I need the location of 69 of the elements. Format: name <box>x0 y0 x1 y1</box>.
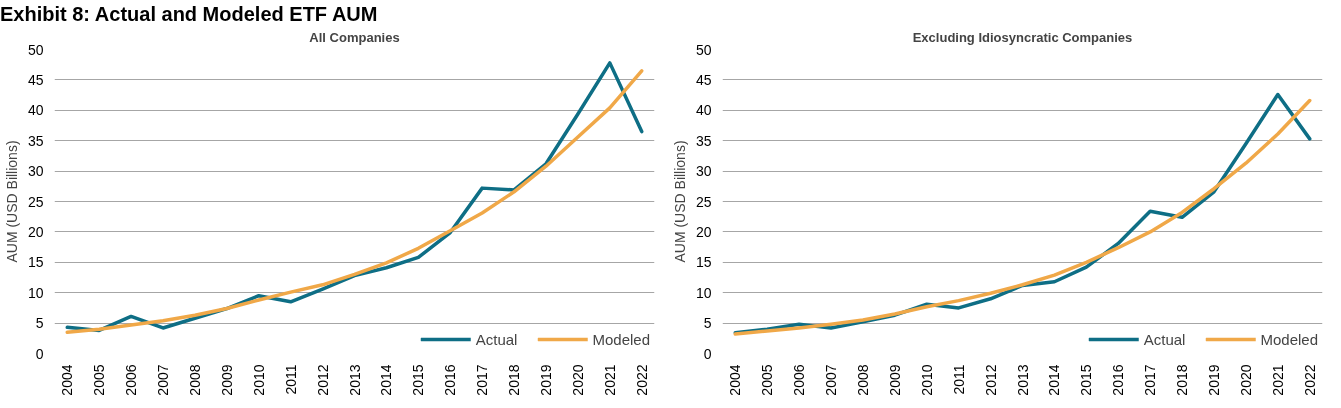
y-tick-label: 10 <box>695 284 712 301</box>
legend-label: Modeled <box>592 330 650 348</box>
x-tick-label: 2016 <box>442 364 459 396</box>
y-tick-label: 30 <box>695 163 712 180</box>
y-tick-label: 50 <box>27 41 44 58</box>
x-tick-label: 2010 <box>918 364 935 396</box>
legend-label: Modeled <box>1260 330 1318 348</box>
y-tick-label: 50 <box>695 41 712 58</box>
y-tick-label: 45 <box>695 71 712 88</box>
y-tick-label: 20 <box>27 223 44 240</box>
legend-label: Actual <box>475 330 518 348</box>
x-tick-label: 2018 <box>1174 364 1191 396</box>
x-tick-label: 2005 <box>91 364 108 396</box>
y-tick-label: 35 <box>695 132 712 149</box>
x-tick-label: 2008 <box>186 364 203 396</box>
x-tick-label: 2007 <box>823 364 840 396</box>
x-tick-label: 2013 <box>346 364 363 396</box>
y-tick-label: 0 <box>35 345 44 362</box>
chart-title: Excluding Idiosyncratic Companies <box>912 29 1133 45</box>
y-tick-label: 35 <box>27 132 44 149</box>
x-tick-label: 2010 <box>250 364 267 396</box>
x-tick-label: 2021 <box>1269 364 1286 396</box>
x-tick-label: 2009 <box>886 364 903 396</box>
y-tick-label: 45 <box>27 71 44 88</box>
y-tick-label: 15 <box>27 254 44 271</box>
x-tick-label: 2015 <box>1078 364 1095 396</box>
y-tick-label: 25 <box>27 193 44 210</box>
y-axis-title: AUM (USD Billions) <box>671 140 688 263</box>
x-tick-label: 2006 <box>791 364 808 396</box>
y-tick-label: 40 <box>695 102 712 119</box>
x-tick-label: 2012 <box>314 364 331 396</box>
x-tick-label: 2012 <box>982 364 999 396</box>
y-tick-label: 25 <box>695 193 712 210</box>
x-tick-label: 2004 <box>59 364 76 396</box>
text: Exhibit 8: Actual and Modeled ETF AUM <box>0 2 378 27</box>
chart-title: All Companies <box>309 29 400 45</box>
x-tick-label: 2017 <box>1142 364 1159 396</box>
y-tick-label: 5 <box>35 315 44 332</box>
x-tick-label: 2022 <box>1301 364 1318 396</box>
x-tick-label: 2007 <box>155 364 172 396</box>
x-tick-label: 2017 <box>474 364 491 396</box>
x-tick-label: 2016 <box>1110 364 1127 396</box>
y-tick-label: 15 <box>695 254 712 271</box>
y-axis-title: AUM (USD Billions) <box>3 140 20 263</box>
x-tick-label: 2014 <box>378 364 395 396</box>
x-tick-label: 2022 <box>633 364 650 396</box>
x-tick-label: 2006 <box>123 364 140 396</box>
x-tick-label: 2020 <box>1237 364 1254 396</box>
x-tick-label: 2015 <box>410 364 427 396</box>
x-tick-label: 2005 <box>759 364 776 396</box>
x-tick-label: 2019 <box>1205 364 1222 396</box>
x-tick-label: 2020 <box>569 364 586 396</box>
y-tick-label: 40 <box>27 102 44 119</box>
legend-label: Actual <box>1143 330 1186 348</box>
x-tick-label: 2011 <box>282 364 299 395</box>
x-tick-label: 2018 <box>506 364 523 396</box>
x-tick-label: 2011 <box>950 364 967 395</box>
x-tick-label: 2008 <box>854 364 871 396</box>
y-tick-label: 5 <box>703 315 712 332</box>
x-tick-label: 2004 <box>727 364 744 396</box>
x-tick-label: 2009 <box>218 364 235 396</box>
y-tick-label: 10 <box>27 284 44 301</box>
x-tick-label: 2021 <box>601 364 618 396</box>
x-tick-label: 2014 <box>1046 364 1063 396</box>
y-tick-label: 30 <box>27 163 44 180</box>
x-tick-label: 2013 <box>1014 364 1031 396</box>
x-tick-label: 2019 <box>537 364 554 396</box>
y-tick-label: 20 <box>695 223 712 240</box>
y-tick-label: 0 <box>703 345 712 362</box>
